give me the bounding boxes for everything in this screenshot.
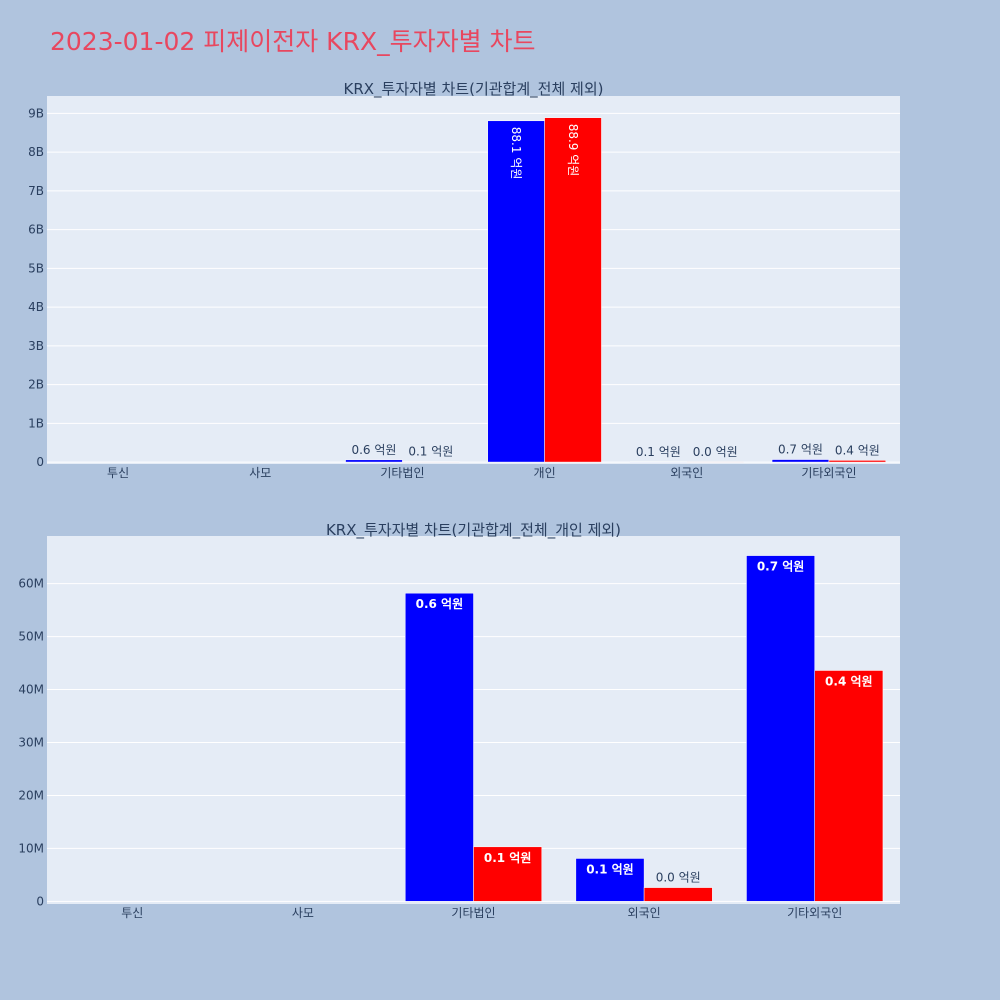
y-tick-label: 30M — [18, 736, 44, 750]
x-tick-label: 투신 — [121, 906, 143, 920]
bar — [575, 858, 645, 902]
y-tick-label: 3B — [28, 339, 44, 353]
x-tick-label: 사모 — [292, 906, 314, 920]
data-label: 0.1 억원 — [484, 851, 532, 865]
subplot-title: KRX_투자자별 차트(기관합계_전체 제외) — [344, 80, 604, 99]
plot-area — [47, 96, 900, 464]
y-tick-label: 2B — [28, 378, 44, 392]
y-tick-label: 10M — [18, 841, 44, 855]
bar — [345, 459, 403, 463]
y-tick-label: 60M — [18, 577, 44, 591]
bar — [544, 117, 602, 463]
y-tick-label: 9B — [28, 106, 44, 120]
data-label: 0.1 억원 — [586, 862, 634, 876]
data-label: 0.1 억원 — [636, 445, 681, 459]
x-tick-label: 투신 — [107, 466, 129, 480]
bar — [814, 670, 884, 902]
bar — [746, 555, 815, 902]
data-label: 0.6 억원 — [416, 597, 464, 611]
bar — [473, 846, 542, 902]
chart-panel-2: 0 10M 20M 30M 40M 50M 60M KRX_투자자별 차트(기관합계_전체_개… — [18, 521, 900, 920]
bar — [771, 459, 830, 463]
y-tick-label: 8B — [28, 145, 44, 159]
y-tick-label: 1B — [28, 416, 44, 430]
data-label: 0.4 억원 — [835, 443, 880, 457]
y-tick-label: 5B — [28, 261, 44, 275]
data-label: 0.6 억원 — [351, 443, 396, 457]
y-tick-label: 7B — [28, 184, 44, 198]
x-tick-label: 기타법인 — [451, 906, 495, 920]
data-label: 0.7 억원 — [778, 443, 823, 457]
subplot-title: KRX_투자자별 차트(기관합계_전체_개인 제외) — [326, 521, 621, 540]
data-label: 0.7 억원 — [757, 560, 805, 574]
y-tick-label: 0 — [36, 455, 44, 469]
y-tick-label: 20M — [18, 788, 44, 802]
data-label: 0.4 억원 — [825, 674, 873, 688]
x-tick-label: 외국인 — [628, 906, 661, 920]
y-tick-label: 50M — [18, 630, 44, 644]
y-tick-label: 4B — [28, 300, 44, 314]
page-title: 2023-01-02 피제이전자 KRX_투자자별 차트 — [50, 27, 536, 56]
x-tick-label: 사모 — [249, 466, 271, 480]
x-tick-label: 기타외국인 — [801, 466, 856, 480]
x-tick-label: 개인 — [534, 466, 556, 480]
data-label: 88.9 억원 — [566, 124, 580, 177]
bar — [405, 592, 474, 902]
data-label: 88.1 억원 — [509, 127, 523, 180]
y-tick-label: 0 — [36, 894, 44, 908]
x-tick-label: 외국인 — [670, 466, 703, 480]
data-label: 0.1 억원 — [408, 445, 453, 459]
y-tick-label: 40M — [18, 683, 44, 697]
x-tick-label: 기타외국인 — [787, 906, 842, 920]
x-tick-label: 기타법인 — [380, 466, 424, 480]
bar — [487, 120, 545, 463]
data-label: 0.0 억원 — [656, 871, 701, 885]
bar — [828, 460, 887, 463]
bar — [643, 887, 713, 902]
y-tick-label: 6B — [28, 223, 44, 237]
chart-panel-1: 0 1B 2B 3B 4B 5B 6B 7B 8B 9B KRX_투자자별 차트(기관합계_전체 제… — [28, 80, 900, 480]
data-label: 0.0 억원 — [693, 445, 738, 459]
